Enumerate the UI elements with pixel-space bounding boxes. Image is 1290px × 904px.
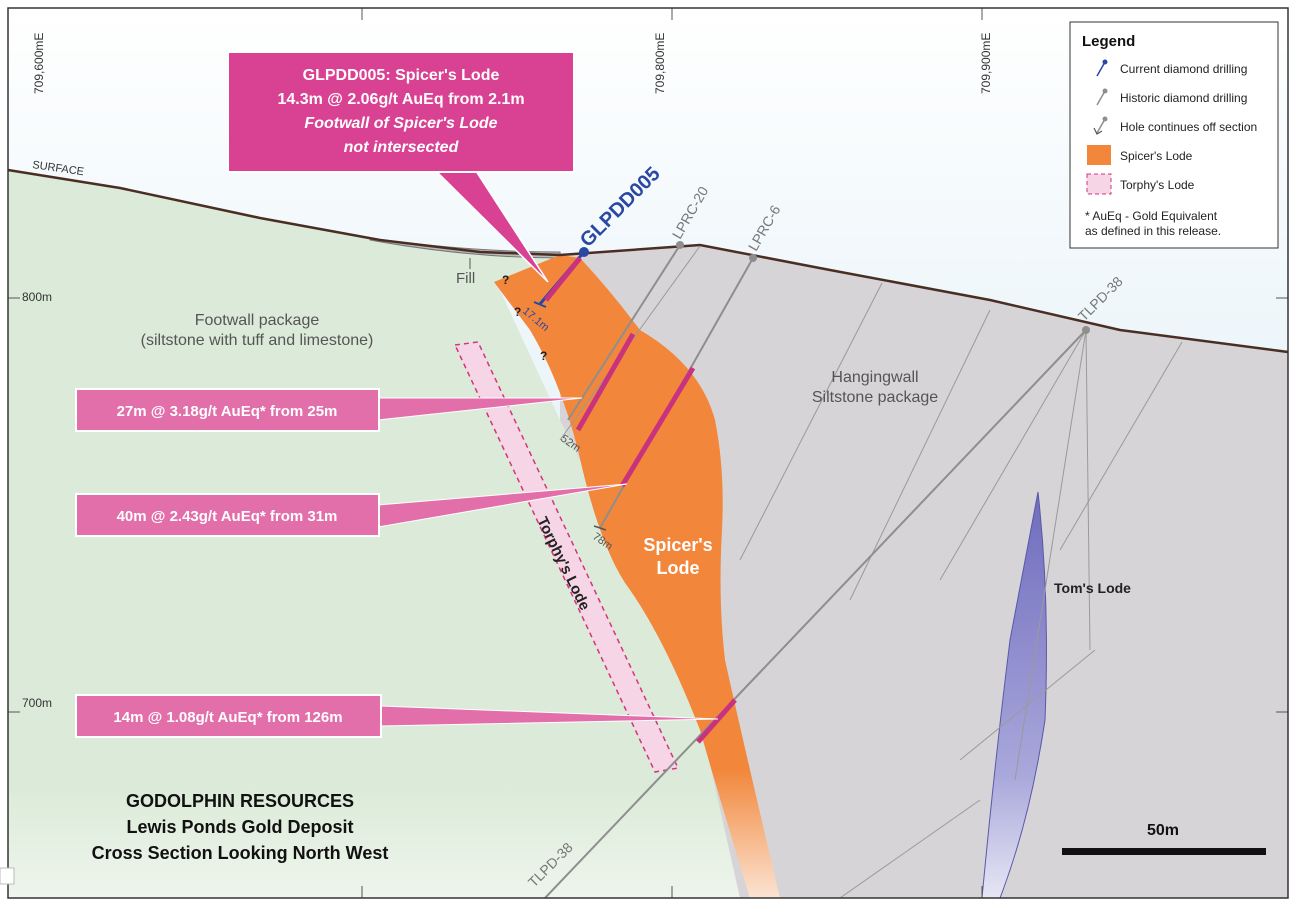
spicers-swatch [1087, 145, 1111, 165]
intercept-callout-text: 27m @ 3.18g/t AuEq* from 25m [117, 403, 338, 420]
legend-item-historic: Historic diamond drilling [1120, 91, 1247, 105]
main-callout-line2: 14.3m @ 2.06g/t AuEq from 2.1m [277, 91, 524, 108]
historic-drill-icon [1096, 90, 1106, 106]
footwall-label: Footwall package [195, 312, 320, 329]
lprc6-intercept [619, 366, 696, 488]
title-section: Cross Section Looking North West [92, 843, 389, 863]
surface-line [7, 168, 1289, 354]
legend-title: Legend [1082, 33, 1135, 50]
intercept-callout-box [75, 694, 382, 738]
glpdd005-intercept [544, 256, 582, 302]
legend-item-current: Current diamond drilling [1120, 62, 1247, 76]
legend-item-torphys: Torphy's Lode [1120, 178, 1195, 192]
question-mark: ? [502, 273, 509, 287]
intercept-callout-box [75, 388, 380, 432]
toms-lode-label: Tom's Lode [1054, 580, 1131, 596]
title-company: GODOLPHIN RESOURCES [126, 791, 354, 811]
legend-note-2: as defined in this release. [1085, 224, 1221, 238]
historic-drill-icon-collar [1102, 88, 1108, 94]
hangingwall-zone [560, 245, 1288, 898]
hole-continues-icon [1096, 118, 1106, 134]
intercept-callout-text: 40m @ 2.43g/t AuEq* from 31m [117, 508, 338, 525]
corner-marker [0, 867, 15, 885]
main-callout-line1: GLPDD005: Spicer's Lode [303, 67, 500, 84]
title-deposit: Lewis Ponds Gold Deposit [126, 817, 353, 837]
current-drill-icon [1096, 61, 1106, 77]
scale-bar [1062, 848, 1266, 855]
spicers-lode-zone [494, 255, 780, 898]
lprc20-collar [676, 241, 684, 249]
torphys-swatch [1086, 173, 1112, 195]
easting-label-709900: 709,900mE [979, 33, 993, 94]
lprc6-end-tick [593, 525, 607, 531]
scale-bar-label: 50m [1147, 822, 1179, 839]
question-mark: ? [514, 305, 521, 319]
easting-label-709800: 709,800mE [653, 33, 667, 94]
legend-item-continues: Hole continues off section [1120, 120, 1257, 134]
main-callout-line3: Footwall of Spicer's Lode [304, 115, 497, 132]
hangingwall-sublabel: Siltstone package [812, 389, 938, 406]
rl-label-800m: 800m [22, 290, 52, 304]
legend-item-spicers: Spicer's Lode [1120, 149, 1193, 163]
tlpd38-trace [544, 329, 1087, 899]
main-callout-box [227, 51, 575, 173]
legend-note: * AuEq - Gold Equivalent [1085, 209, 1218, 223]
question-mark: ? [540, 349, 547, 363]
footwall-sublabel: (siltstone with tuff and limestone) [141, 332, 374, 349]
lprc20-trace [567, 244, 681, 421]
spicers-lode-sublabel: Lode [657, 558, 700, 578]
grid-ticks [8, 8, 1288, 898]
tlpd38-intercept [696, 698, 737, 744]
easting-label-709600: 709,600mE [32, 33, 46, 94]
fill-label: Fill [456, 270, 475, 287]
current-drill-icon-collar [1102, 59, 1108, 65]
rl-label-700m: 700m [22, 696, 52, 710]
glpdd005-collar [579, 247, 589, 257]
intercept-callout-text: 14m @ 1.08g/t AuEq* from 126m [113, 709, 342, 726]
hangingwall-label: Hangingwall [831, 369, 918, 386]
torphys-lode-zone [453, 341, 680, 773]
historic-traces [559, 245, 1183, 899]
glpdd005-end-tick [533, 301, 547, 308]
frame-border [7, 7, 1289, 899]
main-callout-line4: not intersected [344, 139, 460, 156]
hole-continues-arrow-icon [1093, 127, 1103, 135]
lprc6-collar [749, 254, 757, 262]
lprc20-intercept [575, 332, 636, 432]
intercept-callout-box [75, 493, 380, 537]
tlpd38-collar [1082, 326, 1090, 334]
spicers-lode-label: Spicer's [643, 535, 712, 555]
hole-continues-icon-collar [1102, 116, 1108, 122]
legend: Legend Current diamond drilling Historic… [1069, 21, 1279, 249]
